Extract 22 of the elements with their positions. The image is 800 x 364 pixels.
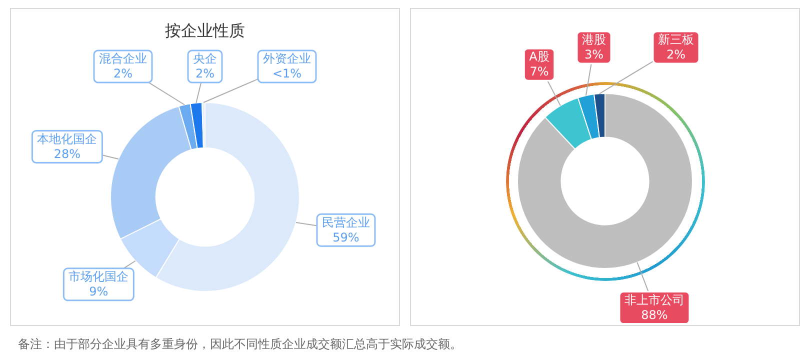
data-label: 7%	[530, 64, 549, 79]
data-label: 3%	[584, 48, 604, 62]
data-label: 59%	[332, 230, 360, 244]
text: 备注：由于部分企业具有多重身份，因此不同性质企业成交额汇总高于实际成交额。	[18, 336, 462, 353]
data-label: 88%	[641, 308, 668, 322]
slice-label: 外资企业	[263, 52, 311, 66]
slice-label: 本地化国企	[37, 132, 98, 146]
data-label: <1%	[272, 66, 302, 81]
slice-label: 民营企业	[322, 215, 370, 230]
slice-label: 非上市公司	[624, 292, 684, 307]
data-label: 9%	[89, 284, 108, 299]
data-label: 28%	[54, 146, 81, 161]
data-label: 2%	[113, 66, 133, 81]
slice-label: 混合企业	[99, 52, 147, 66]
slice-label: A股	[529, 50, 550, 64]
chart-title: 按企业性质	[164, 21, 246, 42]
slice-label: 港股	[582, 32, 606, 47]
slice-label: 央企	[193, 52, 217, 66]
data-label: 2%	[195, 66, 215, 81]
slice-label: 市场化国企	[68, 270, 129, 284]
data-label: 2%	[666, 48, 686, 62]
slice-label: 新三板	[658, 32, 694, 47]
